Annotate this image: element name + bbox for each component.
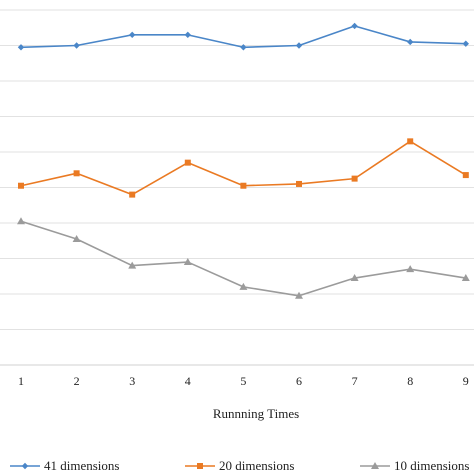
data-point xyxy=(406,265,415,273)
data-point xyxy=(351,22,358,30)
data-point xyxy=(407,138,414,145)
data-point xyxy=(184,31,191,39)
legend-label: 20 dimensions xyxy=(219,458,294,473)
data-point xyxy=(129,191,136,198)
series-41-dimensions xyxy=(17,22,469,51)
x-tick-label: 1 xyxy=(18,374,24,388)
data-point xyxy=(240,182,247,189)
x-tick-label: 2 xyxy=(74,374,80,388)
gridlines xyxy=(0,9,474,366)
legend-label: 41 dimensions xyxy=(44,458,119,473)
data-point xyxy=(73,170,80,177)
data-point xyxy=(184,159,191,166)
x-tick-label: 3 xyxy=(129,374,135,388)
data-point xyxy=(407,38,414,46)
series-lines xyxy=(17,22,470,299)
legend-item: 41 dimensions xyxy=(10,458,119,473)
data-point xyxy=(128,261,137,269)
data-point xyxy=(18,182,24,189)
data-point xyxy=(295,42,303,49)
legend-marker xyxy=(197,463,203,469)
legend: 41 dimensions 20 dimensions 10 dimensions xyxy=(10,458,469,473)
data-point xyxy=(461,274,470,282)
data-point xyxy=(351,175,358,182)
legend-marker xyxy=(371,462,379,469)
x-axis-title: Runnning Times xyxy=(213,406,299,421)
data-point xyxy=(73,42,80,49)
data-point xyxy=(183,258,192,266)
legend-item: 10 dimensions xyxy=(360,458,469,473)
data-point xyxy=(17,217,25,225)
data-point xyxy=(72,234,81,242)
x-tick-label: 6 xyxy=(296,374,302,388)
data-point xyxy=(295,291,303,299)
legend-marker xyxy=(21,462,29,470)
data-point xyxy=(296,180,302,187)
legend-label: 10 dimensions xyxy=(394,458,469,473)
x-tick-label: 9 xyxy=(463,374,469,388)
data-point xyxy=(462,40,469,47)
data-point xyxy=(350,274,359,282)
x-tick-label: 8 xyxy=(407,374,413,388)
data-point xyxy=(17,44,25,51)
data-point xyxy=(129,31,136,39)
x-tick-label: 4 xyxy=(185,374,191,388)
legend-item: 20 dimensions xyxy=(185,458,294,473)
x-tick-label: 7 xyxy=(352,374,358,388)
x-axis-tick-labels: 1 2 3 4 5 6 7 8 9 xyxy=(18,374,469,388)
x-tick-label: 5 xyxy=(240,374,246,388)
series-20-dimensions xyxy=(18,138,469,198)
series-10-dimensions xyxy=(17,217,470,299)
data-point xyxy=(239,282,248,290)
data-point xyxy=(462,172,469,179)
data-point xyxy=(240,44,247,51)
